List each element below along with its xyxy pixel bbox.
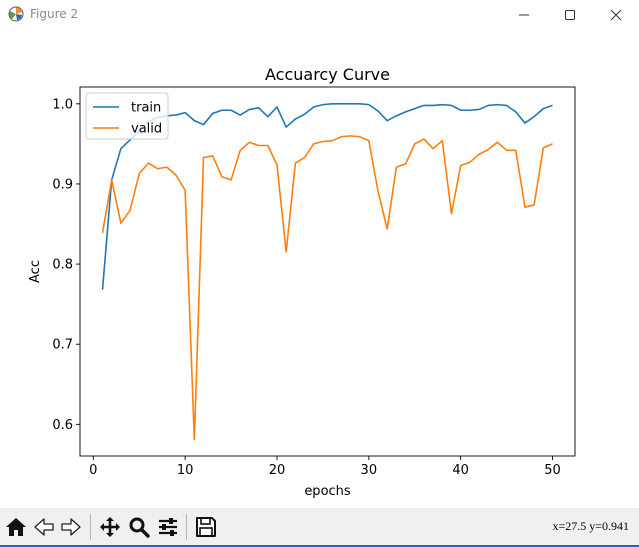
axes-frame xyxy=(79,86,576,457)
configure-subplots-icon xyxy=(159,518,177,536)
home-icon xyxy=(6,518,26,536)
y-tick-label: 0.9 xyxy=(52,177,73,192)
legend-label-valid: valid xyxy=(131,122,162,137)
chart-title: Accuarcy Curve xyxy=(265,65,390,84)
toolbar-separator xyxy=(186,514,187,540)
back-button[interactable] xyxy=(32,514,56,540)
back-arrow-icon xyxy=(34,518,54,536)
y-tick-label: 0.8 xyxy=(52,258,73,273)
figure-canvas[interactable]: Accuarcy Curve 0 10 20 30 40 50 0.6 0.7 0.8 0.9 1.0… xyxy=(0,30,639,508)
taskbar-strip xyxy=(0,545,639,547)
configure-subplots-button[interactable] xyxy=(156,514,180,540)
x-tick-label: 10 xyxy=(177,463,194,478)
navigation-toolbar: x=27.5 y=0.941 xyxy=(0,508,639,547)
maximize-icon xyxy=(565,10,575,20)
pan-move-icon xyxy=(100,517,120,537)
pan-button[interactable] xyxy=(98,514,122,540)
series-line-train xyxy=(101,103,553,290)
y-tick-label: 0.6 xyxy=(52,418,73,433)
y-tick-label: 0.7 xyxy=(52,338,73,353)
x-axis-label: epochs xyxy=(304,484,351,499)
x-tick-label: 30 xyxy=(361,463,378,478)
y-tick-label: 1.0 xyxy=(52,97,73,112)
x-tick-label: 40 xyxy=(452,463,469,478)
forward-arrow-icon xyxy=(61,518,81,536)
toolbar-separator xyxy=(90,514,91,540)
window-titlebar: Figure 2 xyxy=(0,0,639,30)
zoom-button[interactable] xyxy=(127,514,151,540)
x-tick-label: 0 xyxy=(89,463,97,478)
series-line-valid xyxy=(101,135,553,441)
close-icon xyxy=(610,9,622,21)
cursor-coordinates: x=27.5 y=0.941 xyxy=(552,519,629,533)
accuracy-chart: Accuarcy Curve 0 10 20 30 40 50 0.6 0.7 0.8 0.9 1.0… xyxy=(28,65,576,499)
x-tick-label: 50 xyxy=(544,463,561,478)
zoom-magnifier-icon xyxy=(129,517,150,538)
forward-button[interactable] xyxy=(59,514,83,540)
maximize-button[interactable] xyxy=(547,0,593,30)
matplotlib-app-icon xyxy=(8,6,24,22)
minimize-button[interactable] xyxy=(501,0,547,30)
home-button[interactable] xyxy=(4,514,28,540)
save-button[interactable] xyxy=(194,514,218,540)
minimize-icon xyxy=(519,14,529,16)
save-floppy-icon xyxy=(196,517,216,537)
x-tick-label: 20 xyxy=(269,463,286,478)
close-button[interactable] xyxy=(593,0,639,30)
window-title: Figure 2 xyxy=(30,7,79,21)
y-axis-label: Acc xyxy=(28,260,43,283)
legend-label-train: train xyxy=(131,101,161,116)
